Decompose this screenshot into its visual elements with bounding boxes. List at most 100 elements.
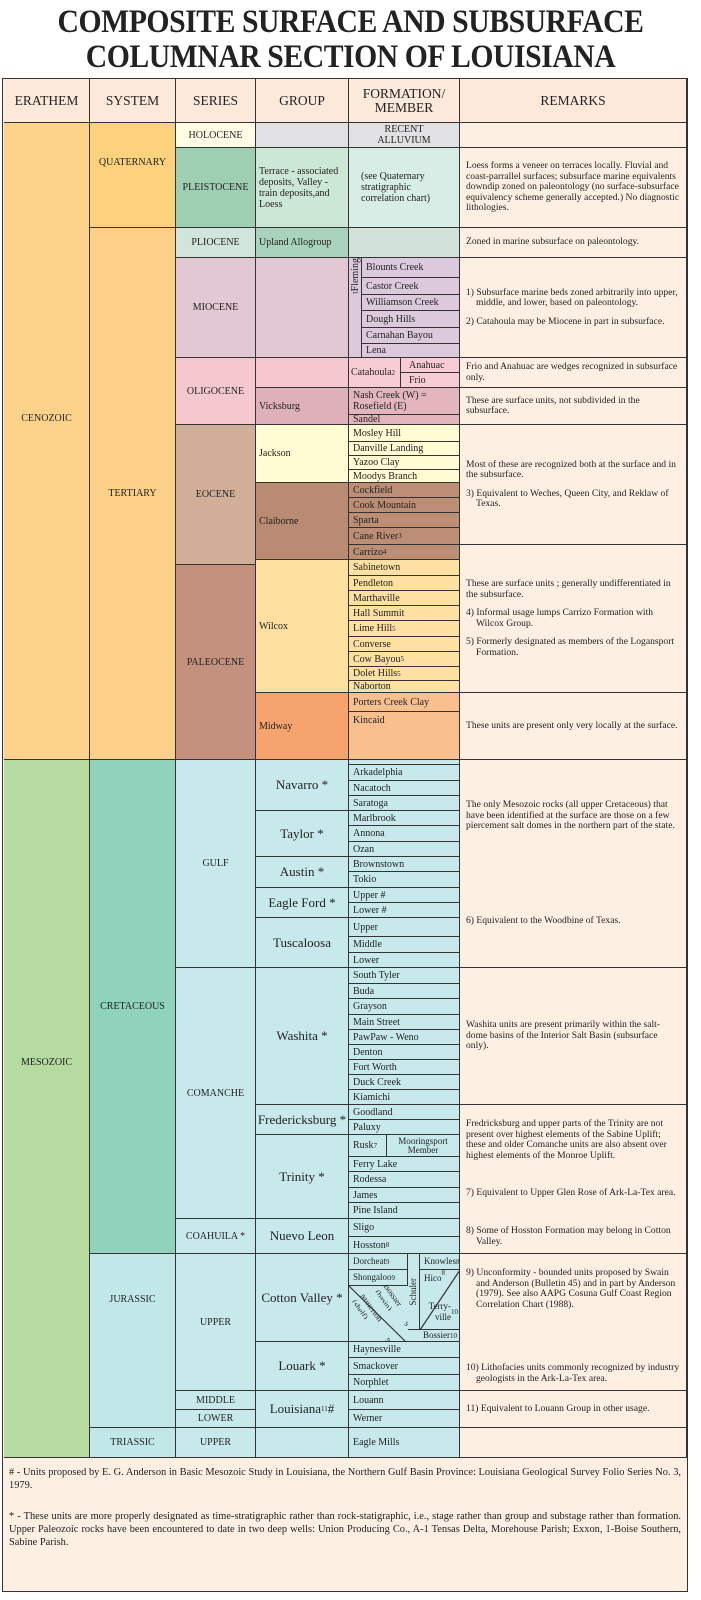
series-cell-label: OLIGOCENE	[186, 385, 245, 397]
formation-cell-label: Smackover	[353, 1360, 398, 1372]
formation-cell: Naborton	[349, 681, 460, 693]
remarks-cell: 1) Subsurface marine beds zoned arbitrar…	[460, 258, 687, 358]
group-cell-label: Vicksburg	[259, 400, 300, 412]
remark-text: 8) Some of Hosston Formation may belong …	[466, 1225, 671, 1247]
series-cell: MIDDLE	[176, 1391, 256, 1410]
formation-cell-label: Anahuac	[409, 359, 445, 371]
group-cell-label: Fredericksburg *	[257, 1111, 347, 1127]
series-cell-label: COAHUILA *	[185, 1230, 246, 1242]
formation-cell-label: Naborton	[353, 681, 391, 692]
formation-cell: Nash Creek (W) = Rosefield (E)	[349, 388, 460, 415]
formation-cell: Werner	[349, 1410, 460, 1428]
group-cell: Terrace - associated deposits, Valley - …	[256, 148, 349, 228]
formation-cell-label: South Tyler	[353, 970, 400, 981]
formation-cell: Ozan	[349, 842, 460, 857]
formation-cell-label: Carnahan Bayou	[366, 330, 433, 341]
group-cell-label: Taylor *	[280, 825, 324, 841]
formation-cell: Fort Worth	[349, 1060, 460, 1075]
formation-cell-label: Saratoga	[353, 797, 388, 809]
formation-cell-label: Hosston	[353, 1239, 386, 1251]
formation-cell-label: Dolet Hills	[353, 668, 398, 679]
formation-cell: Cockfield	[349, 483, 460, 498]
group-cell-label: Jackson	[259, 448, 291, 459]
system-triassic-label: TRIASSIC	[110, 1437, 155, 1448]
formation-cell: Haynesville	[349, 1342, 460, 1358]
remark-text: Frio and Anahuac are wedges recognized i…	[466, 361, 678, 383]
remarks-cell: Zoned in marine subsurface on paleontolo…	[460, 228, 687, 258]
group-cell: Austin *	[256, 857, 349, 888]
series-cell: PALEOCENE	[176, 565, 256, 760]
group-cell-label: Nuevo Leon	[269, 1228, 335, 1243]
formation-cell-label: Bossier	[423, 1330, 450, 1340]
formation-cell: Moodys Branch	[349, 470, 460, 483]
formation-cell: Hall Summit	[349, 606, 460, 621]
formation-cell: Anahuac	[401, 358, 460, 373]
formation-cell: Lena	[362, 344, 460, 358]
formation-cell: Hosston 8	[349, 1237, 460, 1254]
formation-cell-label: Danville Landing	[353, 443, 424, 454]
series-cell: HOLOCENE	[176, 123, 256, 148]
formation-cell: Cane River 3	[349, 528, 460, 545]
formation-cell-label: Lower #	[353, 904, 387, 916]
series-cell: COAHUILA *	[176, 1219, 256, 1254]
system-cretaceous: CRETACEOUS	[90, 760, 176, 1254]
header-series: SERIES	[176, 79, 256, 123]
formation-cell: PawPaw - Weno	[349, 1030, 460, 1045]
system-triassic: TRIASSIC	[90, 1428, 176, 1458]
formation-cell: Brownstown	[349, 857, 460, 872]
formation-cell-label: Sabinetown	[353, 562, 401, 573]
formation-cell-label: Ozan	[353, 843, 375, 855]
group-cell-label: Austin *	[279, 864, 325, 879]
system-cretaceous-label: CRETACEOUS	[100, 1001, 165, 1012]
system-quaternary-label: QUATERNARY	[98, 157, 167, 168]
formation-cell: Annona	[349, 826, 460, 842]
formation-cell-label: Catahoula	[351, 367, 392, 378]
formation-cell-label: Marlbrook	[353, 812, 396, 824]
formation-cell: Upper	[349, 918, 460, 937]
remarks-cell	[460, 123, 687, 148]
formation-cell-label: Kiamichi	[353, 1091, 391, 1103]
formation-cell-label: Moodys Branch	[353, 470, 418, 482]
remark-text: These units are present only very locall…	[466, 719, 678, 731]
remark-text: 10) Lithofacies units commonly recognize…	[466, 1362, 680, 1384]
header-group-label: GROUP	[279, 92, 325, 108]
formation-cell-label: Sparta	[353, 514, 379, 526]
formation-cell-label: Upper #	[353, 889, 386, 901]
series-cell: UPPER	[176, 1254, 256, 1391]
formation-cell: Terry- ville 10	[428, 1300, 458, 1322]
formation-cell-label: Sligo	[353, 1222, 375, 1233]
header-formation: FORMATION/ MEMBER	[349, 79, 460, 123]
remark-text: The only Mesozoic rocks (all upper Creta…	[466, 799, 675, 832]
remarks-cell: Most of these are recognized both at the…	[460, 425, 687, 545]
formation-cell-label: Tokio	[353, 874, 377, 885]
group-cell: Trinity *	[256, 1135, 349, 1219]
formation-cell: Kiamichi	[349, 1090, 460, 1105]
group-cell: Fredericksburg *	[256, 1105, 349, 1135]
formation-cell: Mooringsport Member	[387, 1135, 460, 1157]
series-cell: PLEISTOCENE	[176, 148, 256, 228]
series-cell-label: LOWER	[197, 1413, 234, 1424]
formation-cell: Middle	[349, 937, 460, 953]
formation-cell-label: Eagle Mills	[353, 1437, 400, 1448]
formation-cell: Upper #	[349, 888, 460, 903]
formation-cell-label: Lena	[366, 345, 386, 356]
formation-cell-label: Castor Creek	[366, 280, 419, 292]
series-cell: EOCENE	[176, 425, 256, 565]
erathem-mesozoic: MESOZOIC	[4, 760, 90, 1458]
group-cell: Eagle Ford *	[256, 888, 349, 918]
formation-cell-label: Frio	[409, 374, 426, 386]
header-group: GROUP	[256, 79, 349, 123]
formation-cell: Marthaville	[349, 591, 460, 606]
formation-cell-label: Williamson Creek	[366, 297, 439, 308]
formation-cell: Kincaid	[349, 712, 460, 760]
remark-text: Most of these are recognized both at the…	[466, 458, 676, 480]
group-cell: Claiborne	[256, 483, 349, 560]
formation-cell-label: Buda	[353, 985, 375, 997]
formation-cell-label: Schuler	[408, 1277, 418, 1306]
chart-title-line-2: COLUMNAR SECTION OF LOUISIANA	[85, 39, 616, 75]
series-cell-label: HOLOCENE	[188, 129, 243, 141]
formation-cell-label: Nash Creek (W) = Rosefield (E)	[353, 390, 427, 412]
formation-cell-label: Ferry Lake	[353, 1158, 398, 1170]
footnote: * - These units are more properly design…	[9, 1511, 681, 1548]
group-cell-label: Cotton Valley *	[261, 1289, 343, 1305]
